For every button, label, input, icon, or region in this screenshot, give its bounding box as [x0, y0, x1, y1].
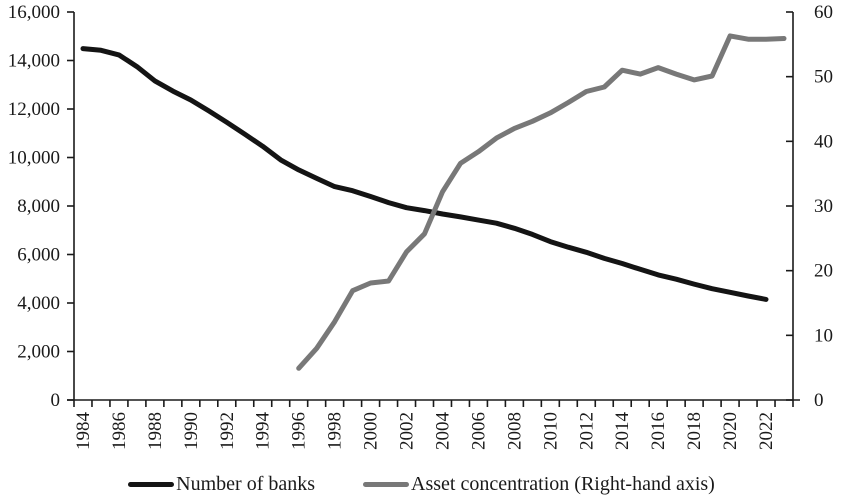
dual-axis-line-chart: 0 2,000 4,000 6,000 8,000 10,000 12,000 14,000 1… — [8, 2, 833, 450]
legend-item-asset-concentration: Asset concentration (Right-hand axis) — [363, 473, 715, 496]
x-tick-label: 2020 — [720, 412, 741, 450]
right-y-tick-label: 60 — [814, 2, 833, 23]
x-tick-label: 1994 — [253, 412, 274, 451]
left-y-tick-label: 8,000 — [17, 196, 60, 217]
left-y-tick-label: 16,000 — [8, 2, 60, 23]
right-y-tick-label: 10 — [814, 325, 833, 346]
x-tick-label: 2018 — [684, 412, 705, 450]
x-tick-label: 2014 — [612, 412, 633, 451]
x-tick-label: 2008 — [504, 412, 525, 450]
x-tick-label: 1984 — [73, 412, 94, 451]
left-y-tick-label: 0 — [51, 390, 61, 411]
asset-concentration-line — [296, 33, 787, 371]
legend-label: Asset concentration (Right-hand axis) — [411, 472, 715, 495]
x-tick-label: 1986 — [109, 412, 130, 450]
x-tick-label: 2000 — [361, 412, 382, 450]
left-y-tick-label: 2,000 — [17, 342, 60, 363]
x-tick-label: 2010 — [540, 412, 561, 450]
left-y-tick-label: 6,000 — [17, 245, 60, 266]
legend-swatch-grey-line-icon — [363, 481, 410, 487]
number-of-banks-line — [80, 46, 769, 302]
axes: 0 2,000 4,000 6,000 8,000 10,000 12,000 14,000 1… — [8, 2, 833, 450]
legend-swatch-black-line-icon — [128, 481, 175, 487]
x-tick-label: 2006 — [468, 412, 489, 450]
left-y-tick-label: 10,000 — [8, 148, 60, 169]
right-y-tick-label: 40 — [814, 131, 833, 152]
left-y-tick-label: 14,000 — [8, 51, 60, 72]
x-tick-label: 2022 — [756, 412, 777, 450]
right-y-tick-label: 20 — [814, 261, 833, 282]
legend: Number of banks Asset concentration (Rig… — [0, 470, 843, 498]
x-tick-label: 1996 — [289, 412, 310, 450]
x-tick-label: 2004 — [432, 412, 453, 451]
x-tick-label: 1992 — [217, 412, 238, 450]
right-y-tick-label: 50 — [814, 67, 833, 88]
left-y-tick-label: 12,000 — [8, 99, 60, 120]
x-tick-label: 2002 — [397, 412, 418, 450]
x-tick-label: 2012 — [576, 412, 597, 450]
x-tick-label: 1998 — [325, 412, 346, 450]
x-tick-label: 2016 — [648, 412, 669, 450]
legend-label: Number of banks — [176, 472, 316, 495]
x-tick-label: 1990 — [181, 412, 202, 450]
legend-item-number-of-banks: Number of banks — [128, 473, 315, 496]
right-y-tick-label: 0 — [814, 390, 824, 411]
left-y-tick-label: 4,000 — [17, 293, 60, 314]
plot-lines — [80, 33, 787, 371]
right-y-tick-label: 30 — [814, 196, 833, 217]
x-tick-label: 1988 — [145, 412, 166, 450]
